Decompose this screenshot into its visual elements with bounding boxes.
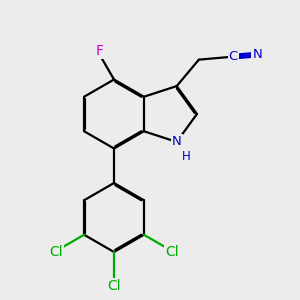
- Text: N: N: [172, 135, 182, 148]
- Text: Cl: Cl: [49, 245, 62, 260]
- Text: C: C: [229, 50, 238, 63]
- Text: Cl: Cl: [107, 279, 121, 293]
- Text: F: F: [95, 44, 103, 58]
- Text: N: N: [252, 48, 262, 61]
- Text: H: H: [182, 150, 191, 163]
- Text: Cl: Cl: [166, 245, 179, 260]
